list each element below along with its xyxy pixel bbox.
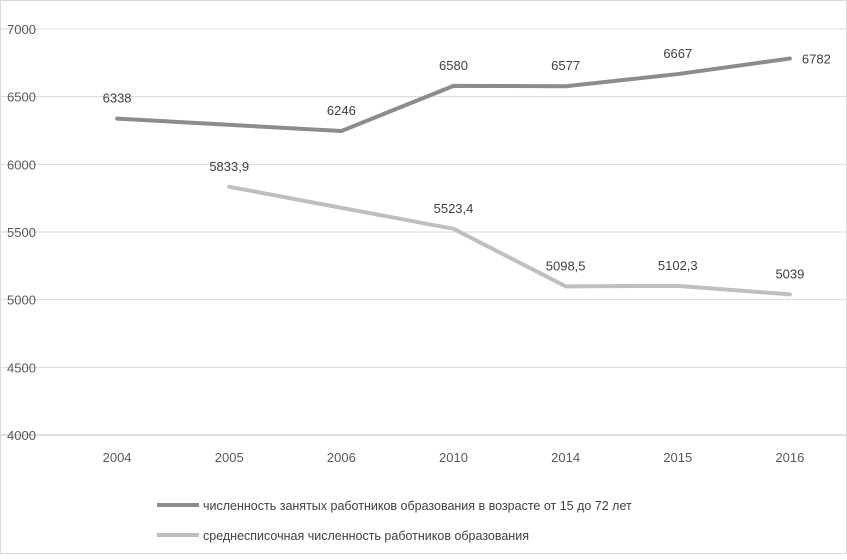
- legend-entry: численность занятых работников образован…: [203, 499, 632, 513]
- data-label: 6782: [802, 52, 831, 67]
- x-axis-ticks: 2004 2005 2006 2010 2014 2015 2016: [103, 450, 805, 465]
- data-label: 5523,4: [434, 201, 474, 216]
- y-tick-label: 5000: [7, 293, 36, 308]
- data-label: 6580: [439, 58, 468, 73]
- legend-entry: среднесписочная численность работников о…: [203, 529, 529, 543]
- x-tick-label: 2016: [775, 450, 804, 465]
- y-tick-label: 4500: [7, 360, 36, 375]
- x-tick-label: 2014: [551, 450, 580, 465]
- legend: численность занятых работников образован…: [157, 499, 632, 543]
- y-tick-label: 4000: [7, 428, 36, 443]
- x-tick-label: 2015: [663, 450, 692, 465]
- data-labels: 6338 6246 6580 6577 6667 6782 5833,9 5523,4 5098…: [103, 46, 831, 281]
- x-tick-label: 2004: [103, 450, 132, 465]
- y-tick-label: 7000: [7, 22, 36, 37]
- y-tick-label: 5500: [7, 225, 36, 240]
- data-label: 6246: [327, 103, 356, 118]
- x-tick-label: 2005: [215, 450, 244, 465]
- data-label: 6577: [551, 58, 580, 73]
- data-label: 5039: [775, 266, 804, 281]
- series-2-line: [227, 184, 792, 297]
- y-tick-label: 6500: [7, 90, 36, 105]
- data-label: 6667: [663, 46, 692, 61]
- data-label: 6338: [103, 91, 132, 106]
- x-tick-label: 2010: [439, 450, 468, 465]
- series-1-line: [115, 56, 792, 134]
- data-label: 5102,3: [658, 258, 698, 273]
- data-label: 5833,9: [209, 159, 249, 174]
- x-tick-label: 2006: [327, 450, 356, 465]
- data-label: 5098,5: [546, 258, 586, 273]
- y-axis-ticks: 4000 4500 5000 5500 6000 6500 7000: [7, 22, 36, 443]
- series-lines: [115, 56, 792, 297]
- y-tick-label: 6000: [7, 157, 36, 172]
